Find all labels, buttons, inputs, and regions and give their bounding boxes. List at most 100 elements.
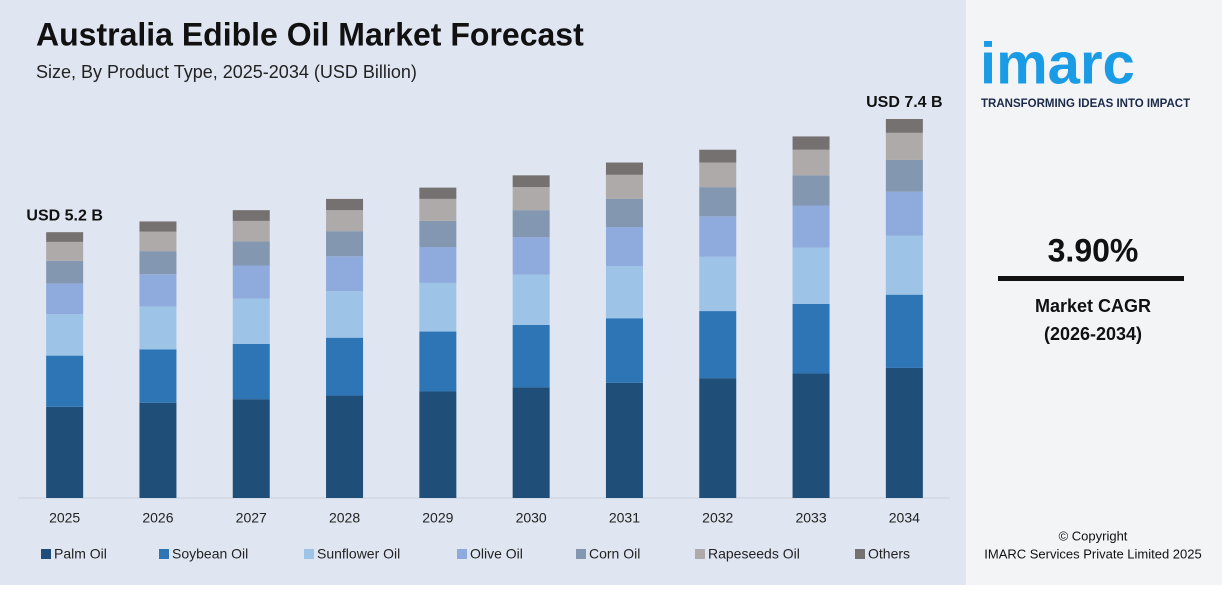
- bar-segment: [419, 247, 457, 283]
- bar-segment: [885, 159, 923, 192]
- legend-swatch: [304, 549, 314, 559]
- legend-label: Others: [868, 546, 910, 562]
- bar-segment: [885, 132, 923, 160]
- bar-segment: [699, 149, 737, 163]
- bar-segment: [46, 260, 84, 284]
- bar-segment: [512, 187, 550, 211]
- bar-segment: [792, 175, 830, 206]
- bar-segment: [605, 318, 643, 383]
- bar-segment: [512, 274, 550, 325]
- bar-segment: [139, 251, 177, 275]
- x-tick-label: 2025: [49, 510, 80, 526]
- legend-swatch: [159, 549, 169, 559]
- bar-segment: [232, 298, 270, 344]
- bar-segment: [232, 399, 270, 498]
- legend-label: Olive Oil: [470, 546, 523, 562]
- bar-segment: [419, 282, 457, 332]
- bar-segment: [699, 311, 737, 379]
- bar-segment: [792, 373, 830, 498]
- bar-segment: [326, 395, 364, 498]
- sidebar-background: [966, 0, 1222, 585]
- total-label: USD 7.4 B: [866, 94, 942, 111]
- chart-subtitle: Size, By Product Type, 2025-2034 (USD Bi…: [36, 62, 417, 82]
- bar-segment: [326, 256, 364, 292]
- copyright: © Copyright: [1059, 528, 1128, 543]
- bar-segment: [139, 402, 177, 498]
- bar-segment: [46, 355, 84, 407]
- bar-segment: [419, 220, 457, 248]
- x-tick-label: 2033: [795, 510, 826, 526]
- legend-label: Soybean Oil: [172, 546, 248, 562]
- bar-segment: [605, 382, 643, 498]
- tagline: TRANSFORMING IDEAS INTO IMPACT: [981, 98, 1190, 110]
- x-tick-label: 2032: [702, 510, 733, 526]
- x-tick-label: 2031: [609, 510, 640, 526]
- bar-segment: [792, 303, 830, 374]
- bar-segment: [46, 232, 84, 242]
- x-tick-label: 2028: [329, 510, 360, 526]
- bar-segment: [699, 256, 737, 312]
- x-tick-label: 2029: [422, 510, 453, 526]
- bar-segment: [792, 149, 830, 176]
- bar-segment: [326, 198, 364, 211]
- legend-label: Rapeseeds Oil: [708, 546, 800, 562]
- bar-segment: [232, 220, 270, 242]
- cagr-label: Market CAGR: [1035, 296, 1151, 316]
- bar-segment: [699, 187, 737, 217]
- total-label: USD 5.2 B: [26, 207, 102, 224]
- bar-segment: [46, 406, 84, 498]
- legend-label: Corn Oil: [589, 546, 640, 562]
- bar-segment: [792, 205, 830, 248]
- bar-segment: [699, 216, 737, 257]
- cagr-value: 3.90%: [1048, 232, 1139, 268]
- legend-label: Palm Oil: [54, 546, 107, 562]
- bar-segment: [605, 265, 643, 319]
- bar-segment: [885, 191, 923, 236]
- logo: imarc: [980, 31, 1135, 96]
- legend-swatch: [855, 549, 865, 559]
- bar-segment: [699, 378, 737, 498]
- bar-segment: [419, 187, 457, 199]
- legend-swatch: [457, 549, 467, 559]
- bar-segment: [419, 391, 457, 498]
- bar-segment: [232, 265, 270, 299]
- x-tick-label: 2026: [142, 510, 173, 526]
- x-tick-label: 2027: [236, 510, 267, 526]
- bar-segment: [326, 291, 364, 338]
- x-tick-label: 2034: [889, 510, 920, 526]
- bar-segment: [326, 231, 364, 257]
- x-tick-label: 2030: [516, 510, 547, 526]
- bar-segment: [512, 387, 550, 498]
- bar-segment: [326, 210, 364, 232]
- legend-label: Sunflower Oil: [317, 546, 400, 562]
- bar-segment: [46, 241, 84, 261]
- bar-segment: [605, 227, 643, 266]
- bar-segment: [139, 306, 177, 350]
- bar-segment: [512, 237, 550, 275]
- bar-segment: [512, 324, 550, 388]
- bar-segment: [46, 283, 84, 315]
- bar-segment: [885, 294, 923, 368]
- bar-segment: [326, 337, 364, 396]
- bar-segment: [512, 175, 550, 188]
- bar-segment: [605, 198, 643, 228]
- bar-segment: [885, 367, 923, 498]
- cagr-rule: [998, 276, 1184, 281]
- bar-segment: [139, 231, 177, 252]
- bar-segment: [232, 343, 270, 400]
- chart-title: Australia Edible Oil Market Forecast: [36, 16, 584, 52]
- bar-segment: [792, 247, 830, 304]
- bar-segment: [605, 174, 643, 199]
- legend-swatch: [576, 549, 586, 559]
- bar-segment: [792, 136, 830, 150]
- bar-segment: [232, 241, 270, 266]
- bar-segment: [885, 235, 923, 295]
- bar-segment: [419, 331, 457, 392]
- company: IMARC Services Private Limited 2025: [984, 546, 1201, 561]
- bar-segment: [232, 210, 270, 221]
- bar-segment: [46, 314, 84, 356]
- bar-segment: [139, 349, 177, 403]
- bar-segment: [605, 162, 643, 175]
- bar-segment: [512, 210, 550, 238]
